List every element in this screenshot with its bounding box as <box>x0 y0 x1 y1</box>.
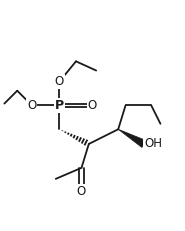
Text: O: O <box>77 185 86 198</box>
Text: OH: OH <box>144 137 162 150</box>
Text: O: O <box>27 99 36 112</box>
Polygon shape <box>118 129 146 147</box>
Text: P: P <box>55 99 64 112</box>
Text: O: O <box>88 99 97 112</box>
Text: O: O <box>55 75 64 88</box>
